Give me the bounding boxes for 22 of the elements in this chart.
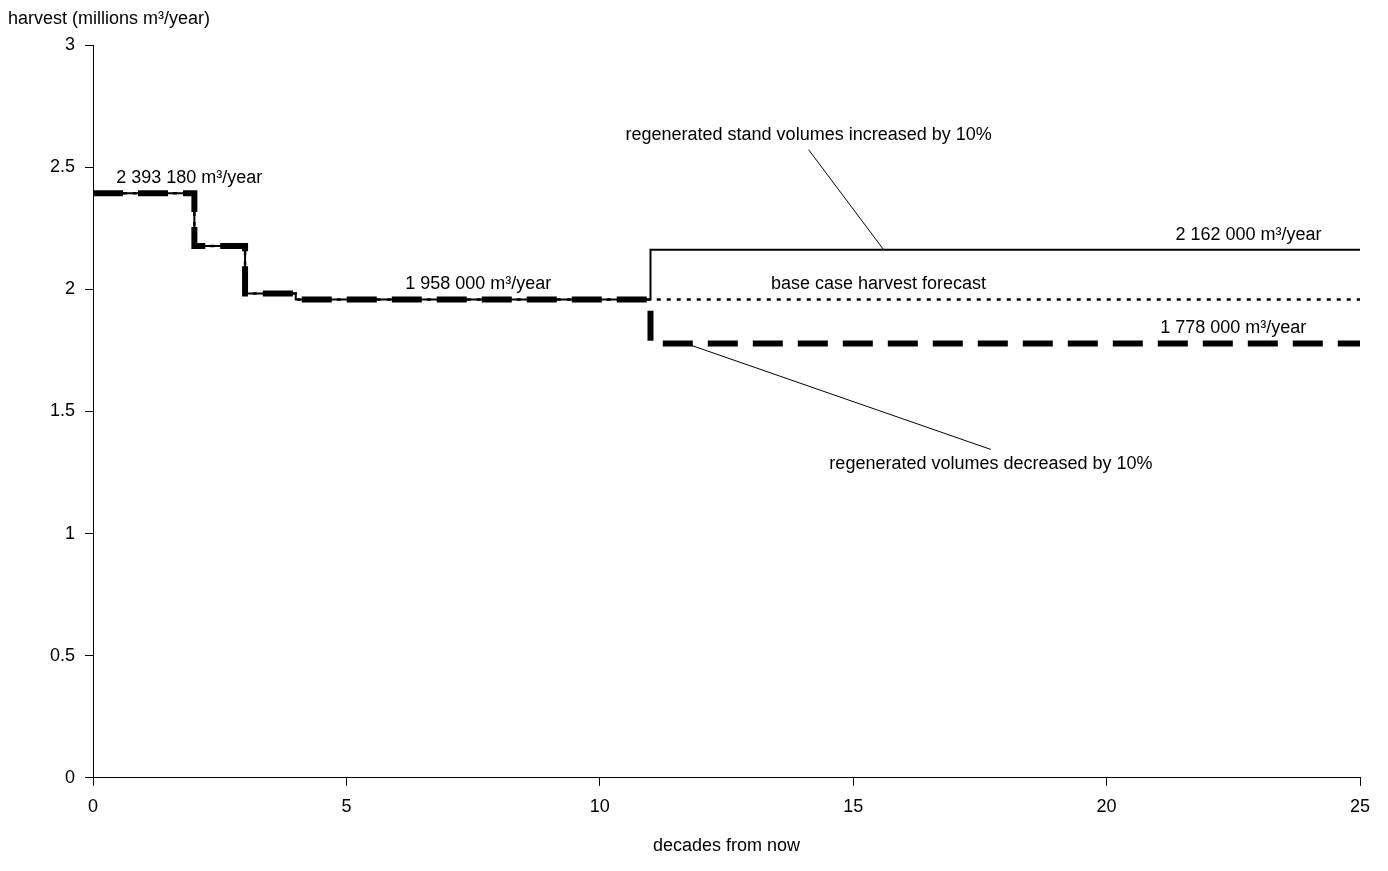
- annotation: regenerated stand volumes increased by 10%: [625, 123, 992, 144]
- y-tick-label: 1: [65, 522, 76, 543]
- x-tick-label: 25: [1349, 795, 1371, 816]
- y-tick-label: 0.5: [49, 644, 76, 665]
- y-tick-label: 2: [65, 278, 76, 299]
- annotation: regenerated volumes decreased by 10%: [829, 453, 1153, 474]
- y-tick-label: 2.5: [49, 156, 76, 177]
- x-tick-label: 0: [88, 795, 99, 816]
- x-tick-label: 15: [843, 795, 864, 816]
- y-tick-label: 1.5: [49, 400, 76, 421]
- y-tick-label: 3: [65, 33, 76, 54]
- x-tick-label: 5: [341, 795, 352, 816]
- x-tick-label: 10: [589, 795, 610, 816]
- annotation: 1 958 000 m³/year: [405, 273, 552, 294]
- x-axis-title: decades from now: [652, 835, 802, 856]
- y-tick-label: 0: [65, 766, 76, 787]
- x-tick-label: 20: [1096, 795, 1117, 816]
- annotation: 1 778 000 m³/year: [1160, 317, 1307, 338]
- y-axis-title: harvest (millions m³/year): [8, 7, 211, 28]
- annotation: base case harvest forecast: [770, 273, 987, 294]
- annotation: 2 393 180 m³/year: [116, 167, 263, 188]
- annotation: 2 162 000 m³/year: [1175, 223, 1322, 244]
